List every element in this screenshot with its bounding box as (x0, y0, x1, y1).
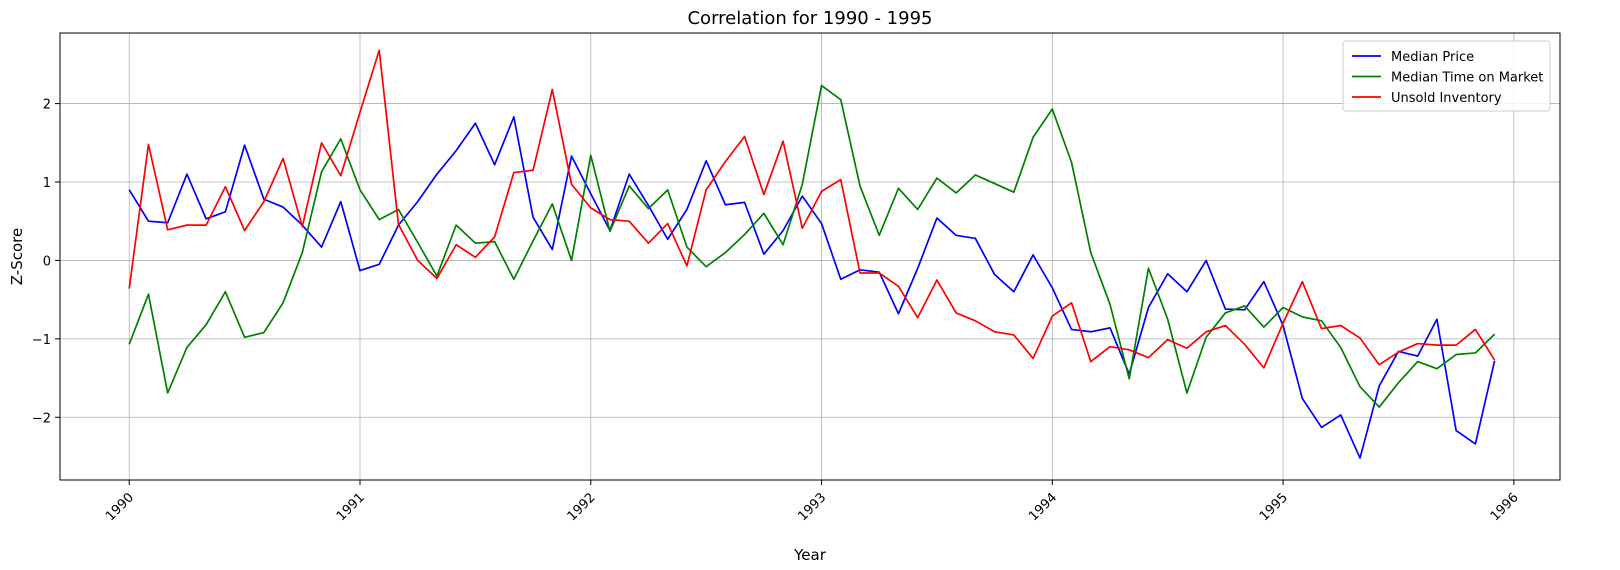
legend-entry: Median Price (1391, 50, 1474, 65)
chart-title: Correlation for 1990 - 1995 (687, 8, 932, 29)
legend: Median Price Median Time on Market Unsold … (1342, 40, 1551, 112)
plot-frame (59, 32, 1561, 481)
legend-box (1342, 40, 1551, 112)
legend-entry: Median Time on Market (1391, 71, 1543, 86)
y-tick-label: 1 (43, 176, 51, 191)
series-lines (128, 49, 1496, 459)
series-line-unsold-inventory (128, 49, 1496, 369)
y-tick-label: −2 (32, 411, 51, 426)
y-axis-label: Z-Score (8, 228, 26, 285)
y-tick-label: 0 (43, 254, 51, 269)
x-axis-label: Year (793, 546, 827, 564)
series-line-median-time-on-market (128, 84, 1496, 408)
y-tick-label: 2 (43, 98, 51, 113)
legend-entry: Unsold Inventory (1391, 91, 1502, 106)
y-tick-label: −1 (32, 333, 51, 348)
grid-lines (60, 33, 1560, 480)
